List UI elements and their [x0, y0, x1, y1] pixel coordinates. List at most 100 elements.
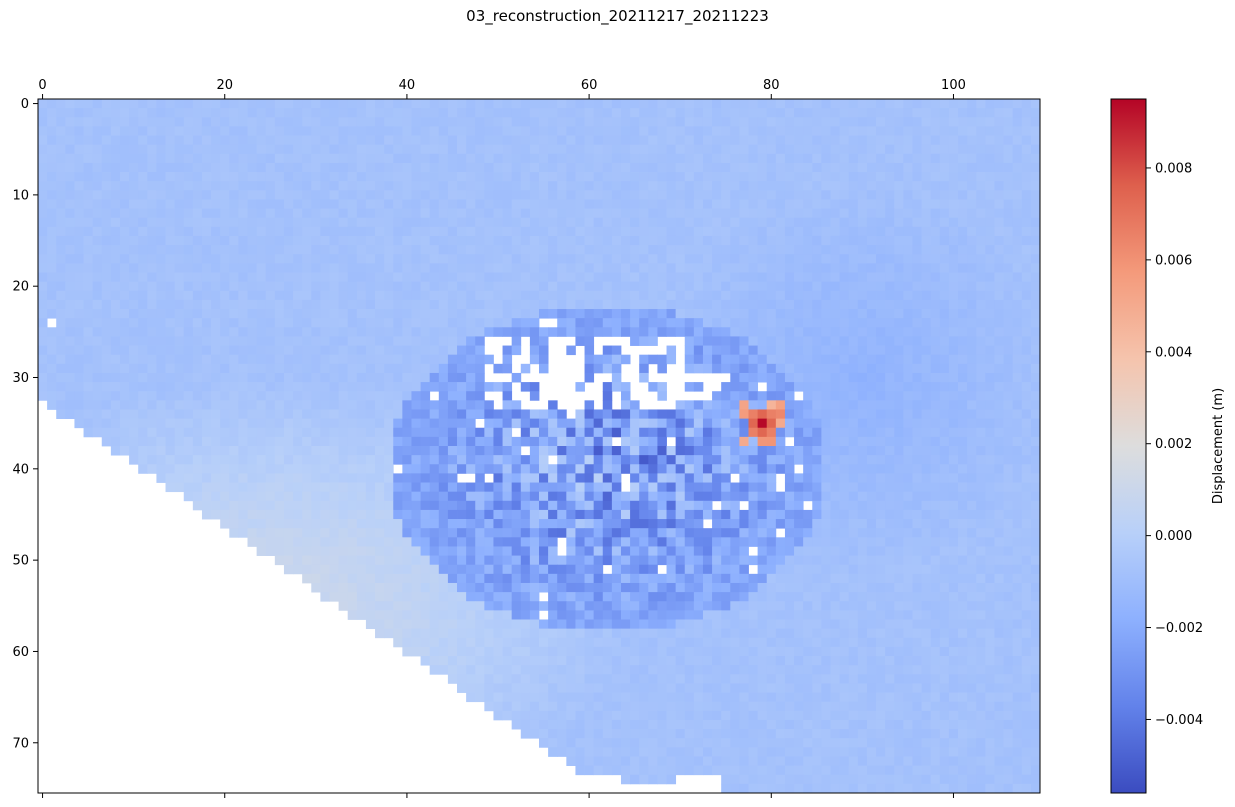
heatmap-cell	[256, 263, 267, 273]
heatmap-cell	[365, 245, 376, 255]
heatmap-cell	[320, 318, 330, 328]
heatmap-cell	[1012, 446, 1023, 456]
heatmap-cell	[338, 528, 349, 538]
heatmap-cell	[265, 318, 276, 328]
heatmap-cell	[712, 299, 722, 310]
heatmap-cell	[457, 153, 467, 164]
heatmap-cell	[110, 144, 121, 155]
heatmap-cell	[147, 318, 157, 328]
heatmap-cell	[584, 500, 595, 511]
heatmap-cell	[693, 491, 704, 502]
heatmap-cell	[174, 363, 185, 374]
heatmap-cell	[839, 354, 850, 365]
heatmap-cell	[976, 336, 986, 346]
heatmap-cell	[803, 162, 813, 173]
heatmap-cell	[393, 217, 403, 228]
heatmap-cell	[830, 245, 840, 255]
heatmap-cell	[247, 126, 258, 136]
heatmap-cell	[119, 446, 130, 456]
heatmap-cell	[730, 482, 740, 493]
heatmap-cell	[903, 144, 913, 155]
heatmap-cell	[657, 162, 667, 173]
heatmap-cell	[347, 153, 358, 164]
heatmap-cell	[639, 519, 649, 529]
heatmap-cell	[748, 117, 759, 127]
heatmap-cell	[730, 162, 740, 173]
heatmap-cell	[119, 382, 130, 392]
heatmap-cell	[110, 190, 121, 200]
heatmap-cell	[812, 153, 822, 164]
heatmap-cell	[183, 217, 194, 228]
heatmap-cell	[812, 482, 822, 493]
heatmap-cell	[939, 409, 950, 419]
heatmap-cell	[757, 263, 768, 273]
heatmap-cell	[803, 418, 813, 429]
heatmap-cell	[866, 290, 877, 301]
heatmap-cell	[211, 491, 221, 502]
heatmap-cell	[921, 190, 932, 200]
heatmap-cell	[138, 309, 148, 319]
heatmap-cell	[766, 500, 777, 511]
heatmap-cell	[639, 235, 649, 246]
heatmap-cell	[511, 172, 522, 182]
heatmap-cell	[548, 482, 558, 493]
heatmap-cell	[985, 509, 995, 520]
heatmap-cell	[47, 126, 57, 136]
heatmap-cell	[775, 500, 786, 511]
heatmap-cell	[839, 181, 850, 191]
heatmap-cell	[639, 162, 649, 173]
heatmap-cell	[739, 409, 749, 419]
heatmap-cell	[466, 345, 476, 356]
heatmap-cell	[584, 190, 595, 200]
heatmap-cell	[129, 336, 139, 346]
heatmap-cell	[493, 299, 503, 310]
heatmap-cell	[347, 181, 358, 191]
heatmap-cell	[283, 162, 294, 173]
heatmap-cell	[766, 528, 777, 538]
heatmap-cell	[466, 409, 476, 419]
heatmap-cell	[38, 290, 48, 301]
heatmap-cell	[712, 135, 722, 146]
heatmap-cell	[92, 117, 103, 127]
heatmap-cell	[402, 473, 412, 483]
heatmap-cell	[156, 226, 166, 237]
heatmap-cell	[119, 245, 130, 255]
heatmap-cell	[584, 181, 595, 191]
heatmap-cell	[803, 299, 813, 310]
heatmap-cell	[256, 482, 267, 493]
heatmap-cell	[958, 108, 968, 118]
heatmap-cell	[857, 226, 868, 237]
heatmap-cell	[220, 117, 230, 127]
heatmap-cell	[229, 281, 239, 292]
heatmap-cell	[839, 528, 850, 538]
heatmap-cell	[138, 427, 148, 438]
heatmap-cell	[1003, 409, 1014, 419]
heatmap-cell	[639, 272, 649, 283]
heatmap-cell	[274, 254, 285, 264]
heatmap-cell	[702, 263, 713, 273]
heatmap-cell	[757, 418, 768, 429]
heatmap-cell	[675, 235, 686, 246]
heatmap-cell	[794, 400, 804, 410]
heatmap-cell	[803, 190, 813, 200]
heatmap-cell	[493, 226, 503, 237]
heatmap-cell	[611, 117, 622, 127]
heatmap-cell	[693, 382, 704, 392]
heatmap-cell	[457, 336, 467, 346]
heatmap-cell	[894, 363, 904, 374]
heatmap-cell	[967, 199, 977, 209]
heatmap-cell	[411, 418, 421, 429]
heatmap-cell	[848, 482, 859, 493]
heatmap-cell	[666, 126, 677, 136]
heatmap-cell	[411, 217, 421, 228]
heatmap-cell	[311, 162, 321, 173]
heatmap-cell	[1021, 208, 1032, 219]
heatmap-cell	[247, 500, 258, 511]
heatmap-cell	[375, 500, 385, 511]
heatmap-cell	[283, 327, 294, 337]
heatmap-cell	[229, 190, 239, 200]
heatmap-cell	[429, 455, 440, 465]
heatmap-cell	[329, 409, 339, 419]
heatmap-cell	[739, 455, 749, 465]
heatmap-cell	[620, 491, 631, 502]
